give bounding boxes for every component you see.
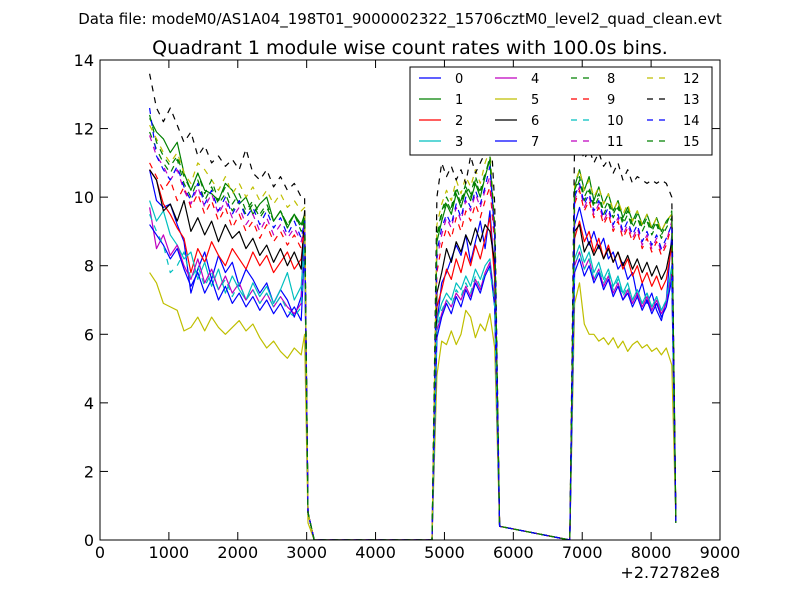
series-line-10 bbox=[149, 214, 677, 540]
x-tick-label: 6000 bbox=[493, 543, 534, 562]
legend-label-6: 6 bbox=[531, 114, 539, 129]
series-line-5 bbox=[149, 272, 677, 540]
legend-label-15: 15 bbox=[683, 135, 700, 150]
y-tick-label: 0 bbox=[84, 531, 94, 550]
legend-label-7: 7 bbox=[531, 135, 539, 150]
x-tick-label: 0 bbox=[95, 543, 105, 562]
axis-ticks: 0 1000 2000 3000 4000 5000 6000 7000 8000 9000 0 2 4… bbox=[74, 51, 741, 562]
series-line-8 bbox=[149, 131, 677, 540]
legend-label-10: 10 bbox=[607, 114, 624, 129]
legend-label-11: 11 bbox=[607, 135, 624, 150]
legend-label-2: 2 bbox=[455, 114, 463, 129]
series-line-7 bbox=[149, 224, 677, 540]
x-tick-label: 1000 bbox=[149, 543, 190, 562]
legend-label-14: 14 bbox=[683, 114, 700, 129]
legend-label-9: 9 bbox=[607, 93, 615, 108]
legend-label-8: 8 bbox=[607, 72, 615, 87]
y-tick-label: 8 bbox=[84, 257, 94, 276]
x-tick-label: 8000 bbox=[631, 543, 672, 562]
series-line-9 bbox=[149, 162, 677, 540]
legend-label-13: 13 bbox=[683, 93, 700, 108]
series-line-1 bbox=[149, 118, 677, 540]
series-line-4 bbox=[149, 207, 677, 540]
legend-label-3: 3 bbox=[455, 135, 463, 150]
series-line-12 bbox=[149, 124, 677, 540]
series-line-11 bbox=[149, 135, 677, 540]
series-layer bbox=[149, 73, 677, 540]
series-line-0 bbox=[149, 169, 677, 540]
x-offset-label: +2.72782e8 bbox=[620, 563, 720, 582]
y-tick-label: 14 bbox=[74, 51, 94, 70]
x-tick-label: 4000 bbox=[355, 543, 396, 562]
series-line-3 bbox=[149, 200, 677, 540]
series-line-2 bbox=[149, 169, 677, 540]
y-tick-label: 2 bbox=[84, 462, 94, 481]
y-tick-label: 4 bbox=[84, 394, 94, 413]
legend-label-4: 4 bbox=[531, 72, 539, 87]
x-tick-label: 9000 bbox=[700, 543, 741, 562]
x-tick-label: 3000 bbox=[286, 543, 327, 562]
y-tick-label: 12 bbox=[74, 120, 94, 139]
series-line-6 bbox=[149, 169, 677, 540]
chart-title: Quadrant 1 module wise count rates with … bbox=[152, 37, 668, 59]
chart-suptitle: Data file: modeM0/AS1A04_198T01_90000023… bbox=[78, 10, 722, 29]
x-tick-label: 2000 bbox=[217, 543, 258, 562]
legend-label-1: 1 bbox=[455, 93, 463, 108]
legend-box bbox=[409, 66, 713, 156]
x-tick-label: 7000 bbox=[562, 543, 603, 562]
series-line-14 bbox=[149, 107, 677, 540]
x-tick-label: 5000 bbox=[424, 543, 465, 562]
y-tick-label: 6 bbox=[84, 325, 94, 344]
legend-label-0: 0 bbox=[455, 72, 463, 87]
legend-label-12: 12 bbox=[683, 72, 700, 87]
legend-label-5: 5 bbox=[531, 93, 539, 108]
plot-frame bbox=[99, 59, 721, 541]
y-tick-label: 10 bbox=[74, 188, 94, 207]
